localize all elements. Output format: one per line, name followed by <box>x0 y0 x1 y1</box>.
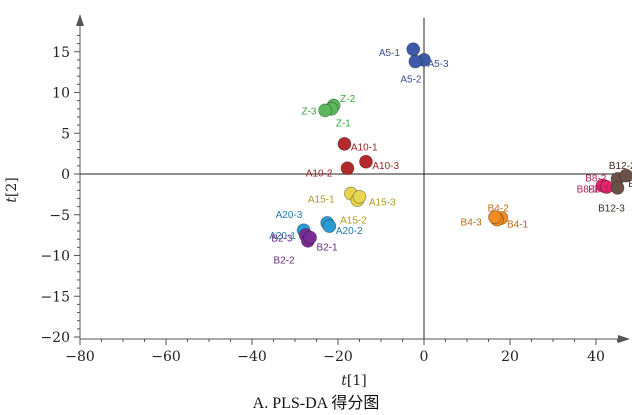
point-label: B12-3 <box>598 203 625 214</box>
point-label: B12-1 <box>628 179 632 190</box>
point-label: A5-1 <box>379 48 401 59</box>
data-point <box>322 219 337 234</box>
y-tick-label: 10 <box>52 86 70 102</box>
data-point <box>352 189 367 204</box>
y-tick-label: −5 <box>49 208 70 224</box>
y-tick-label: 0 <box>61 167 70 183</box>
y-axis-arrow <box>76 14 84 26</box>
point-label: A15-3 <box>369 198 396 209</box>
figure-caption: A. PLS-DA 得分图 <box>252 395 380 412</box>
point-label: A20-3 <box>276 210 303 221</box>
point-label: B8-1 <box>588 185 610 196</box>
x-tick-label: −40 <box>237 349 267 365</box>
y-tick-label: 5 <box>61 126 70 142</box>
y-tick-label: 15 <box>52 45 70 61</box>
point-label: Z-2 <box>340 94 355 105</box>
point-label: A20-1 <box>269 231 296 242</box>
data-point <box>488 210 502 225</box>
data-point <box>408 54 423 69</box>
x-tick-label: 20 <box>501 349 519 365</box>
x-tick-label: 40 <box>587 349 605 365</box>
point-label: B12-2 <box>609 161 632 172</box>
point-label: B2-3 <box>271 234 293 245</box>
point-label: A10-3 <box>372 161 399 172</box>
x-axis-title: t[1] <box>341 373 366 389</box>
point-label: B4-1 <box>507 220 529 231</box>
x-axis-arrow <box>618 335 630 343</box>
x-tick-label: −60 <box>151 349 181 365</box>
data-points <box>296 42 632 248</box>
point-label: Z-3 <box>301 106 316 117</box>
point-label: B8-2 <box>585 173 607 184</box>
point-labels: A5-1 A5-3 A5-2 Z-2 Z-3 Z-1 A10-1 A10-2 A10-3 A15-… <box>269 48 632 267</box>
data-point <box>359 154 373 169</box>
point-label: B8-3 <box>577 185 599 196</box>
data-point <box>340 161 355 176</box>
x-tick-label: −80 <box>65 349 95 365</box>
point-label: A10-1 <box>351 142 378 153</box>
data-point <box>406 42 421 57</box>
point-label: B4-2 <box>488 203 510 214</box>
point-label: B2-2 <box>274 256 296 267</box>
data-point <box>610 180 625 195</box>
x-tick-label: −20 <box>323 349 353 365</box>
y-tick-label: −20 <box>40 330 70 346</box>
data-point <box>318 103 333 118</box>
point-label: A5-3 <box>427 59 449 70</box>
x-tick-label: 0 <box>420 349 429 365</box>
point-label: Z-1 <box>336 119 351 130</box>
point-label: A5-2 <box>400 75 422 86</box>
point-label: A10-2 <box>306 168 333 179</box>
y-axis-title: t[2] <box>4 177 20 202</box>
y-tick-label: −10 <box>40 249 70 265</box>
point-label: B4-3 <box>461 217 483 228</box>
point-label: A15-1 <box>308 194 335 205</box>
y-tick-label: −15 <box>40 289 70 305</box>
data-point <box>619 168 632 183</box>
point-label: B2-1 <box>317 243 339 254</box>
data-point <box>337 136 352 151</box>
point-label: A15-2 <box>340 216 367 227</box>
data-point <box>303 230 317 245</box>
axes <box>76 14 630 343</box>
point-label: A20-2 <box>336 226 363 237</box>
